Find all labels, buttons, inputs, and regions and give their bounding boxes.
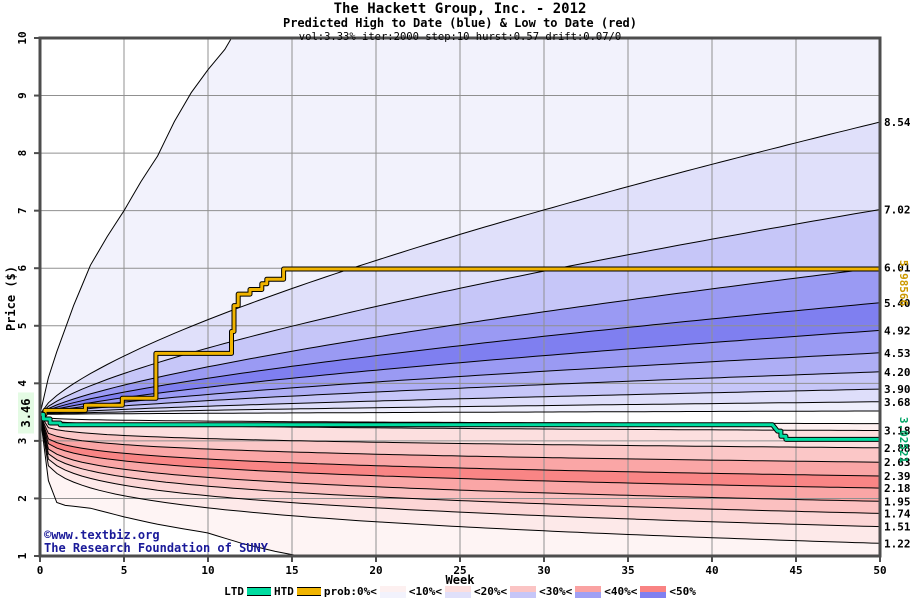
right-axis-label: 2.63 <box>884 456 911 469</box>
y-axis-label: Price ($) <box>4 265 18 332</box>
boundary-line-6 <box>40 352 880 415</box>
boundary-line-13 <box>40 414 880 449</box>
x-tick-label: 10 <box>201 564 214 577</box>
low-band-8 <box>40 414 880 544</box>
boundary-line-21 <box>40 414 303 556</box>
right-axis-label: 8.54 <box>884 116 911 129</box>
boundary-line-0 <box>40 38 233 415</box>
y-tick-label: 1 <box>16 552 29 559</box>
right-axis-label: 4.53 <box>884 347 911 360</box>
right-axis-label: 2.88 <box>884 442 911 455</box>
legend-prob-label-0: prob:0%< <box>323 585 377 598</box>
boundary-line-1 <box>40 121 880 415</box>
x-tick-label: 25 <box>453 564 466 577</box>
low-band-9 <box>40 414 880 556</box>
right-axis-label: 4.20 <box>884 366 911 379</box>
y-tick-label: 4 <box>16 380 29 387</box>
y-tick-label: 8 <box>16 150 29 157</box>
x-tick-label: 0 <box>37 564 44 577</box>
ltd-final-value-label: 3.02521 <box>897 416 910 464</box>
legend-prob-label-5: <50% <box>669 585 696 598</box>
x-axis-label: Week <box>445 573 475 587</box>
boundary-line-8 <box>40 388 880 415</box>
boundary-line-20 <box>40 414 880 544</box>
low-band-4 <box>40 414 880 489</box>
right-axis-label: 6.01 <box>884 262 911 275</box>
x-tick-label: 50 <box>873 564 886 577</box>
ltd-line <box>40 412 880 441</box>
chart-subtitle: Predicted High to Date (blue) & Low to D… <box>282 16 637 31</box>
x-tick-label: 5 <box>121 564 128 577</box>
right-axis-label: 4.92 <box>884 324 911 337</box>
right-axis-label: 3.90 <box>884 383 911 396</box>
y-tick-label: 2 <box>16 495 29 502</box>
legend-htd-label: HTD <box>274 585 294 598</box>
start-price-label: 3.46 <box>18 392 34 434</box>
prob-swatch-50 <box>640 585 667 598</box>
right-axis-label: 5.40 <box>884 297 911 310</box>
copyright-org: The Research Foundation of SUNY <box>44 541 268 556</box>
htd-line-swatch <box>296 587 321 596</box>
y-tick-label: 9 <box>16 92 29 99</box>
boundary-line-16 <box>40 414 880 489</box>
y-tick-label: 7 <box>16 207 29 214</box>
title-block: The Hackett Group, Inc. - 2012 Predicted… <box>0 1 920 43</box>
boundary-line-2 <box>40 209 880 415</box>
htd-final-value-label: 5.98566 <box>897 259 910 307</box>
low-band-5 <box>40 414 880 502</box>
legend-prob-label-1: <10%< <box>408 585 442 598</box>
right-axis-label: 2.18 <box>884 482 911 495</box>
boundary-line-3 <box>40 267 880 415</box>
x-tick-label: 15 <box>285 564 298 577</box>
prob-swatch-40 <box>575 585 602 598</box>
boundary-line-15 <box>40 414 880 477</box>
boundary-line-19 <box>40 414 880 528</box>
legend-ltd-label: LTD <box>224 585 244 598</box>
right-axis-label: 2.39 <box>884 470 911 483</box>
x-tick-label: 30 <box>537 564 550 577</box>
right-axis-label: 3.18 <box>884 425 911 438</box>
legend: LTD HTD prob:0%< <10%< <20%< <30%< <40%<… <box>0 585 920 598</box>
boundary-line-4 <box>40 302 880 415</box>
boundary-line-7 <box>40 371 880 415</box>
x-tick-label: 40 <box>705 564 718 577</box>
x-tick-label: 35 <box>621 564 634 577</box>
boundary-line-17 <box>40 414 880 502</box>
boundary-line-9 <box>40 401 880 415</box>
prob-swatch-20 <box>444 585 471 598</box>
boundary-line-5 <box>40 329 880 415</box>
right-axis-label: 1.51 <box>884 521 911 534</box>
right-axis-label: 1.95 <box>884 495 911 508</box>
htd-line <box>40 267 880 416</box>
prob-swatch-30 <box>510 585 537 598</box>
low-band-6 <box>40 414 880 514</box>
y-tick-label: 10 <box>16 31 29 44</box>
right-axis-label: 3.68 <box>884 396 911 409</box>
chart-title: The Hackett Group, Inc. - 2012 <box>333 1 587 17</box>
y-tick-label: 5 <box>16 322 29 329</box>
legend-prob-label-2: <20%< <box>473 585 508 598</box>
copyright-block: ©www.textbiz.org The Research Foundation… <box>44 528 268 556</box>
legend-prob-label-3: <30%< <box>539 585 573 598</box>
right-axis-label: 1.74 <box>884 507 911 520</box>
ltd-line-swatch <box>247 587 271 596</box>
y-tick-label: 6 <box>16 265 29 272</box>
right-axis-label: 1.22 <box>884 537 911 550</box>
boundary-line-14 <box>40 414 880 463</box>
prob-swatch-10 <box>379 585 406 598</box>
boundary-line-10 <box>40 410 880 415</box>
chart-parameters: vol:3.33% iter:2000 step:10 hurst:0.57 d… <box>298 30 622 43</box>
right-axis-label: 7.02 <box>884 204 911 217</box>
x-tick-label: 20 <box>369 564 382 577</box>
boundary-line-18 <box>40 414 880 514</box>
legend-prob-label-4: <40%< <box>604 585 638 598</box>
y-tick-label: 3 <box>16 438 29 445</box>
x-tick-label: 45 <box>789 564 802 577</box>
copyright-url: ©www.textbiz.org <box>44 528 160 542</box>
